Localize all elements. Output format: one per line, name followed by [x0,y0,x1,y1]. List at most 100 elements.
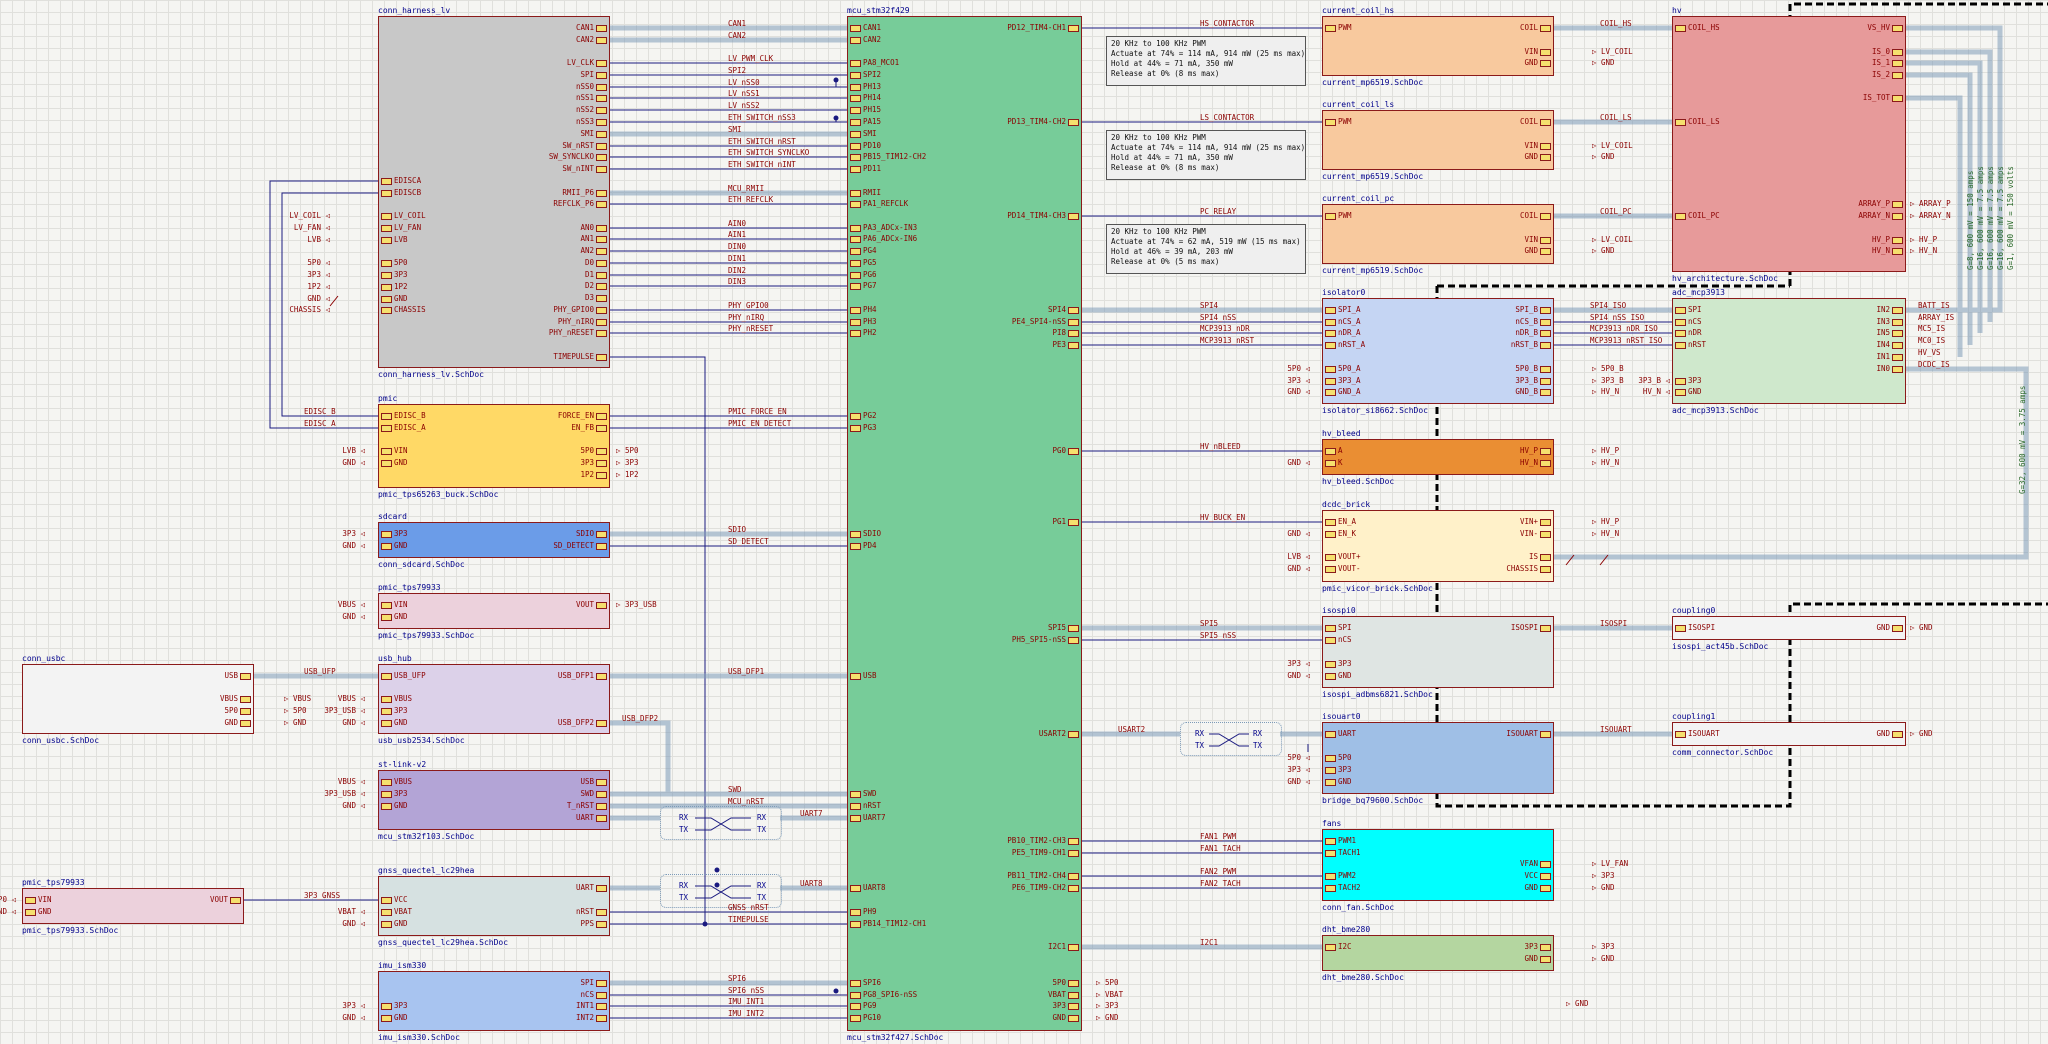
sheet-isouart0[interactable] [1322,722,1554,794]
sheet-entry-label: SPI5 [1047,623,1066,632]
sheet-entry: 3P3 [378,458,610,467]
sheet-entry-label: USART2 [1038,729,1066,738]
sheet-entry: VFAN [1322,859,1554,868]
sheet-entry-marker [381,306,392,314]
sheet-entry-label: COIL [1519,117,1538,126]
sheet-entry: IN5 [1672,328,1906,337]
sheet-name: conn_usbc [22,654,66,663]
sheet-pmic_tps79933b[interactable] [22,888,244,924]
sheet-entry: nCS_A [1322,317,1361,326]
sheet-entry-label: SW_SYNCLKO [548,152,594,161]
sheet-entry-marker [596,1014,607,1022]
sheet-entry-label: VBUS [394,694,413,703]
sheet-coupling1[interactable] [1672,722,1906,746]
sheet-entry-marker [381,613,392,621]
sheet-entry-label: VIN [394,446,408,455]
sheet-entry: VIN+ [1322,517,1554,526]
sheet-entry-label: nRST [863,801,882,810]
sheet-entry: VIN [378,600,408,609]
sheet-entry: SPI [1672,305,1702,314]
net-label: UART7 [800,809,823,818]
sheet-hv_bleed[interactable] [1322,439,1554,475]
sheet-isospi0[interactable] [1322,616,1554,688]
sheet-fans[interactable] [1322,829,1554,901]
sheet-entry-label: CAN1 [575,23,594,32]
sheet-sdcard[interactable] [378,522,610,558]
sheet-entry-marker [381,542,392,550]
sheet-entry-marker [1540,153,1551,161]
sheet-entry-marker [1325,730,1336,738]
sheet-entry: IN0 [1672,364,1906,373]
sheet-entry-marker [596,353,607,361]
sheet-entry-marker [850,153,861,161]
net-label: DIN0 [728,242,747,251]
sheet-entry: nDR_B [1322,328,1554,337]
sheet-entry-label: CAN2 [575,35,594,44]
sheet-conn_usbc[interactable] [22,664,254,734]
crossover-rx: RX [679,881,689,890]
sheet-dht[interactable] [1322,935,1554,971]
sheet-entry-label: UART [575,813,594,822]
net-label: IMU_INT2 [728,1009,765,1018]
sheet-entry-label: GND [1524,883,1538,892]
sheet-entry-marker [1325,365,1336,373]
sheet-entry-label: 3P3 [394,1001,408,1010]
sheet-file-name: comm_connector.SchDoc [1672,748,1774,757]
sheet-entry: VCC [378,895,408,904]
sheet-entry: 3P3 [378,706,408,715]
sheet-entry: GND [1672,623,1906,632]
sheet-entry-label: VCC [1524,871,1538,880]
sheet-entry-marker [596,908,607,916]
sheet-entry-label: SWD [863,789,877,798]
sheet-entry: 3P3 [1322,659,1352,668]
sheet-entry: IN1 [1672,352,1906,361]
sheet-imu[interactable] [378,971,610,1031]
sheet-entry-label: HV_N [1519,458,1538,467]
sheet-entry-marker [1892,353,1903,361]
sheet-pmic_tps79933[interactable] [378,593,610,629]
sheet-mcu[interactable] [847,16,1082,1031]
sheet-entry-marker [850,189,861,197]
sheet-coil_hs[interactable] [1322,16,1554,76]
sheet-entry-label: D3 [584,293,594,302]
sheet-entry-marker [1540,530,1551,538]
sheet-adc[interactable] [1672,298,1906,404]
sheet-isolator0[interactable] [1322,298,1554,404]
power-port: GND ◁ [1287,529,1310,538]
net-label: HS_CONTACTOR [1200,19,1255,28]
sheet-entry-marker [596,672,607,680]
sheet-entry-marker [850,235,861,243]
sheet-entry-label: D2 [584,281,594,290]
sheet-entry-marker [1540,518,1551,526]
sheet-entry-label: UART8 [863,883,886,892]
sheet-entry-label: PHY_nRESET [548,328,594,337]
sheet-usb_hub[interactable] [378,664,610,734]
sheet-entry-marker [1540,306,1551,314]
power-port: 1P2 ◁ [307,282,330,291]
sheet-entry-marker [1068,306,1079,314]
sheet-pmic[interactable] [378,404,610,488]
sheet-entry-marker [596,601,607,609]
gain-annotation: G=16, 600 mV = 7.5 amps [1996,166,2005,270]
sheet-entry-label: IS_1 [1871,58,1890,67]
sheet-entry: INT2 [378,1013,610,1022]
sheet-coupling0[interactable] [1672,616,1906,640]
sheet-entry: PH4 [847,305,877,314]
sheet-entry: PA1_REFCLK [847,199,908,208]
sheet-dcdc[interactable] [1322,510,1554,582]
sheet-entry: ISOUART [1672,729,1720,738]
sheet-hv[interactable] [1672,16,1906,272]
sheet-coil_ls[interactable] [1322,110,1554,170]
sheet-entry-label: PE6_TIM9-CH2 [1011,883,1066,892]
sheet-st_link[interactable] [378,770,610,830]
sheet-entry: 1P2 [378,470,610,479]
sheet-gnss[interactable] [378,876,610,936]
uart7-crossover: RX TX RX TX [660,806,782,840]
sheet-conn_harness_lv[interactable] [378,16,610,368]
sheet-coil_pc[interactable] [1322,204,1554,264]
sheet-entry-label: IN3 [1876,317,1890,326]
sheet-entry-label: PD10 [863,141,882,150]
sheet-entry: PG8_SPI6-nSS [847,990,917,999]
sheet-entry: PHY_nIRQ [378,317,610,326]
gain-annotation: G=32, 600 mV = 3.75 amps [2018,385,2027,494]
